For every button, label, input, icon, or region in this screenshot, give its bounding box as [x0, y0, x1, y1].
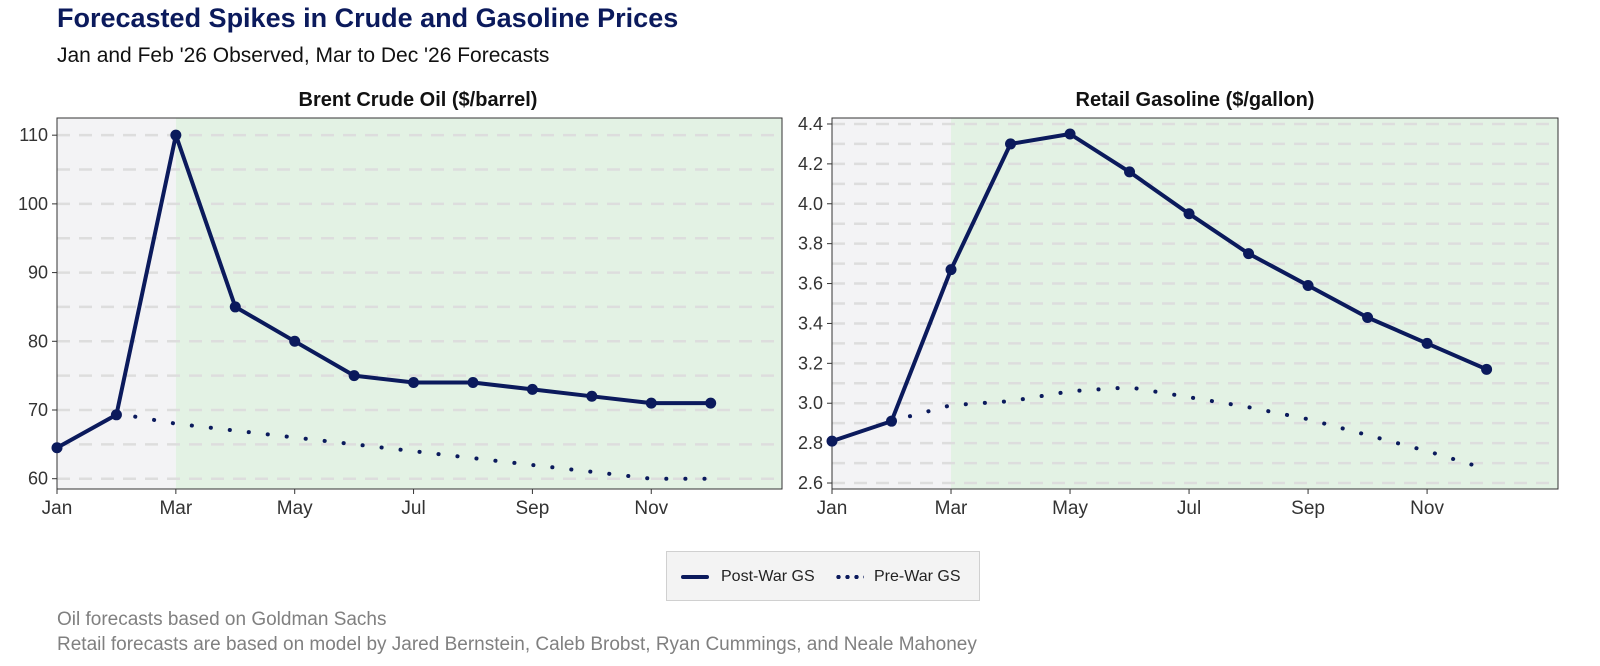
y-tick-label: 3.8: [798, 234, 823, 254]
x-tick-label: May: [1052, 498, 1088, 519]
observed-period-shading: [57, 118, 176, 489]
panel-title: Retail Gasoline ($/gallon): [1076, 89, 1315, 111]
plot-border: [831, 117, 1559, 490]
x-tick-label: Jul: [401, 498, 425, 519]
data-point-post-war: [170, 129, 182, 141]
legend-label-pre-war: Pre-War GS: [874, 568, 961, 585]
source-caption-oil: Oil forecasts based on Goldman Sachs: [57, 609, 387, 630]
chart-panel-2: 2.6 2.8 3.0 3.2 3.4 3.6 3.8 4.0 4.2 4.4 Jan Mar May J…: [798, 89, 1559, 519]
y-tick-label: 90: [28, 263, 48, 283]
chart-panel-1: 60 70 80 90 100 110 Jan Mar May Jul Sep Nov Brent Cr…: [18, 89, 783, 519]
chart-title: Forecasted Spikes in Crude and Gasoline …: [57, 3, 679, 33]
data-point-post-war: [826, 435, 838, 447]
source-caption-retail: Retail forecasts are based on model by J…: [57, 634, 977, 655]
x-tick-label: Nov: [634, 498, 668, 519]
legend: Post-War GS Pre-War GS: [666, 551, 980, 601]
y-tick-label: 3.6: [798, 274, 823, 294]
data-point-post-war: [1481, 363, 1493, 375]
data-point-post-war: [229, 301, 241, 313]
data-point-post-war: [348, 370, 360, 382]
x-tick-label: Mar: [935, 498, 968, 519]
x-tick-label: Jan: [42, 498, 73, 519]
data-point-post-war: [1124, 166, 1136, 178]
plot-border: [56, 117, 783, 490]
data-point-post-war: [1064, 128, 1076, 140]
series-line-post-war: [56, 133, 711, 450]
x-tick-label: Jan: [817, 498, 848, 519]
data-point-post-war: [289, 335, 301, 347]
x-tick-label: Sep: [516, 498, 550, 519]
y-tick-label: 60: [28, 469, 48, 489]
y-tick-label: 70: [28, 400, 48, 420]
y-tick-label: 4.2: [798, 154, 823, 174]
y-tick-label: 2.6: [798, 473, 823, 493]
data-point-post-war: [705, 397, 717, 409]
x-tick-label: Nov: [1410, 498, 1444, 519]
panel-title: Brent Crude Oil ($/barrel): [299, 89, 538, 111]
data-point-post-war: [1183, 208, 1195, 220]
chart-subtitle: Jan and Feb '26 Observed, Mar to Dec '26…: [57, 44, 550, 67]
y-tick-label: 3.0: [798, 393, 823, 413]
y-tick-label: 3.4: [798, 313, 823, 333]
legend-item-pre-war: Pre-War GS: [834, 552, 961, 602]
data-point-post-war: [1421, 337, 1433, 349]
x-tick-label: Jul: [1177, 498, 1201, 519]
x-tick-label: Sep: [1291, 498, 1325, 519]
data-point-post-war: [467, 377, 479, 389]
data-point-post-war: [1005, 138, 1017, 150]
data-point-post-war: [51, 442, 63, 454]
data-point-post-war: [645, 397, 657, 409]
data-point-post-war: [1243, 248, 1255, 260]
y-tick-label: 4.0: [798, 194, 823, 214]
data-point-post-war: [1362, 311, 1374, 323]
legend-item-post-war: Post-War GS: [681, 552, 815, 602]
legend-dotted-line-swatch: [834, 572, 864, 582]
data-point-post-war: [1302, 280, 1314, 292]
y-tick-label: 4.4: [798, 114, 823, 134]
y-tick-label: 3.2: [798, 353, 823, 373]
y-tick-label: 110: [19, 125, 48, 145]
y-tick-label: 80: [28, 331, 48, 351]
data-point-post-war: [408, 377, 420, 389]
data-point-post-war: [586, 390, 598, 402]
x-tick-label: May: [277, 498, 313, 519]
y-tick-label: 100: [18, 194, 48, 214]
y-tick-label: 2.8: [798, 433, 823, 453]
x-tick-label: Mar: [159, 498, 192, 519]
data-point-post-war: [945, 264, 957, 276]
data-point-post-war: [526, 383, 538, 395]
legend-label-post-war: Post-War GS: [721, 568, 815, 585]
legend-solid-line-swatch: [681, 572, 711, 582]
series-line-post-war: [831, 132, 1488, 443]
forecast-period-shading: [175, 118, 782, 489]
